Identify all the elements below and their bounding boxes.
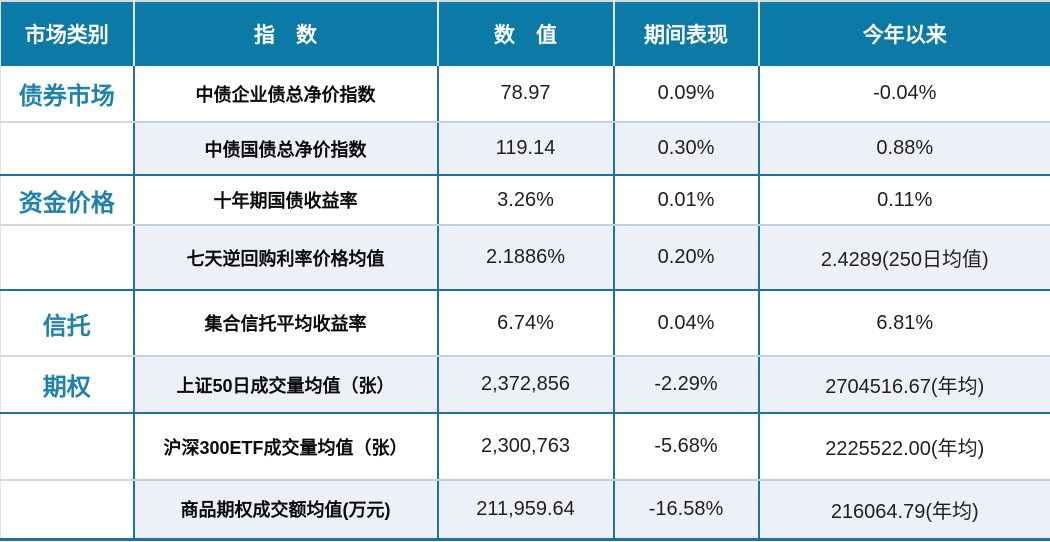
table-row: 资金价格 十年期国债收益率 3.26% 0.01% 0.11% bbox=[0, 175, 1050, 226]
table-row: 七天逆回购利率价格均值 2.1886% 0.20% 2.4289(250日均值) bbox=[0, 225, 1050, 291]
index-cell: 沪深300ETF成交量均值（张） bbox=[132, 413, 438, 481]
period-cell: -5.68% bbox=[612, 413, 759, 481]
table-row: 信托 集合信托平均收益率 6.74% 0.04% 6.81% bbox=[0, 290, 1050, 357]
table-header: 市场类别 指 数 数 值 期间表现 今年以来 bbox=[0, 1, 1050, 66]
value-cell: 119.14 bbox=[436, 122, 614, 176]
value-cell: 3.26% bbox=[436, 175, 614, 226]
table-row: 期权 上证50日成交量均值（张） 2,372,856 -2.29% 2704516.67… bbox=[0, 356, 1050, 414]
header-cell-market-category: 市场类别 bbox=[0, 1, 134, 66]
table-row: 中债国债总净价指数 119.14 0.30% 0.88% bbox=[0, 122, 1050, 176]
table-row: 债券市场 中债企业债总净价指数 78.97 0.09% -0.04% bbox=[0, 66, 1050, 123]
ytd-cell: 2225522.00(年均) bbox=[757, 413, 1050, 481]
index-cell: 中债企业债总净价指数 bbox=[132, 66, 438, 123]
value-cell: 6.74% bbox=[436, 290, 614, 357]
period-cell: 0.20% bbox=[612, 225, 759, 291]
ytd-cell: 2.4289(250日均值) bbox=[757, 225, 1050, 291]
value-cell: 78.97 bbox=[436, 66, 614, 123]
category-cell: 期权 bbox=[0, 356, 134, 414]
value-cell: 2,300,763 bbox=[436, 413, 614, 481]
ytd-cell: 216064.79(年均) bbox=[757, 480, 1050, 541]
index-cell: 上证50日成交量均值（张） bbox=[132, 356, 438, 414]
value-cell: 2.1886% bbox=[436, 225, 614, 291]
ytd-cell: 0.11% bbox=[757, 175, 1050, 226]
value-cell: 2,372,856 bbox=[436, 356, 614, 414]
period-cell: 0.01% bbox=[612, 175, 759, 226]
index-cell: 七天逆回购利率价格均值 bbox=[132, 225, 438, 291]
table-row: 商品期权成交额均值(万元) 211,959.64 -16.58% 216064.79(… bbox=[0, 480, 1050, 541]
index-cell: 中债国债总净价指数 bbox=[132, 122, 438, 176]
category-cell: 资金价格 bbox=[0, 175, 134, 226]
index-cell: 集合信托平均收益率 bbox=[132, 290, 438, 357]
category-cell bbox=[0, 122, 134, 176]
category-cell: 信托 bbox=[0, 290, 134, 357]
table-header-row: 市场类别 指 数 数 值 期间表现 今年以来 bbox=[0, 1, 1050, 66]
period-cell: -2.29% bbox=[612, 356, 759, 414]
period-cell: 0.04% bbox=[612, 290, 759, 357]
category-cell bbox=[0, 413, 134, 481]
ytd-cell: 6.81% bbox=[757, 290, 1050, 357]
category-cell: 债券市场 bbox=[0, 66, 134, 123]
table-body: 债券市场 中债企业债总净价指数 78.97 0.09% -0.04% 中债国债总净价指数 1… bbox=[0, 66, 1050, 541]
header-cell-value: 数 值 bbox=[436, 1, 614, 66]
ytd-cell: 2704516.67(年均) bbox=[757, 356, 1050, 414]
header-cell-ytd: 今年以来 bbox=[757, 1, 1050, 66]
ytd-cell: -0.04% bbox=[757, 66, 1050, 123]
ytd-cell: 0.88% bbox=[757, 122, 1050, 176]
header-cell-index: 指 数 bbox=[132, 1, 438, 66]
category-cell bbox=[0, 480, 134, 541]
value-cell: 211,959.64 bbox=[436, 480, 614, 541]
period-cell: -16.58% bbox=[612, 480, 759, 541]
period-cell: 0.09% bbox=[612, 66, 759, 123]
table-row: 沪深300ETF成交量均值（张） 2,300,763 -5.68% 2225522.0… bbox=[0, 413, 1050, 481]
period-cell: 0.30% bbox=[612, 122, 759, 176]
category-cell bbox=[0, 225, 134, 291]
header-cell-period: 期间表现 bbox=[612, 1, 759, 66]
index-cell: 十年期国债收益率 bbox=[132, 175, 438, 226]
index-cell: 商品期权成交额均值(万元) bbox=[132, 480, 438, 541]
